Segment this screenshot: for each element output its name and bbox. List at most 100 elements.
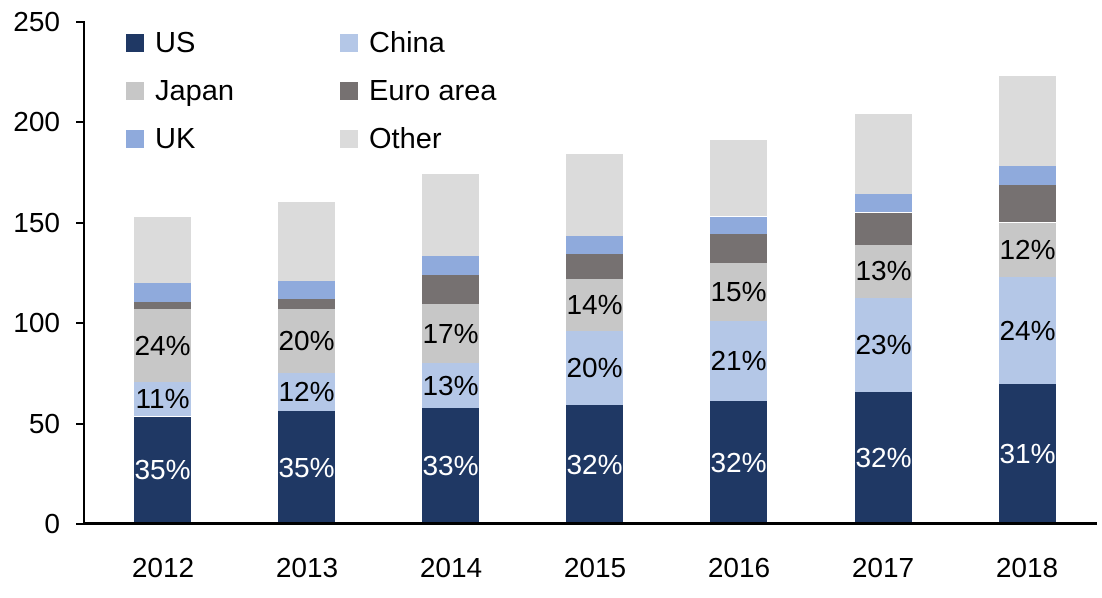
bar-segment-us: 31% [999, 384, 1056, 524]
bar-segment-other [710, 140, 767, 217]
y-tick-label: 250 [13, 6, 60, 37]
bar-segment-euro-area [422, 274, 479, 304]
bar-segment-china: 23% [855, 297, 912, 393]
bar-segment-japan: 20% [278, 308, 335, 374]
segment-value-label: 32% [855, 442, 912, 474]
bar-segment-euro-area [134, 301, 191, 309]
legend-label: Euro area [369, 75, 497, 107]
bar-segment-euro-area [710, 233, 767, 263]
bar-segment-other [422, 174, 479, 256]
bar-segment-euro-area [855, 212, 912, 245]
bar-segment-us: 32% [566, 405, 623, 524]
bar-segment-other [566, 154, 623, 236]
bar-segment-uk [710, 216, 767, 234]
legend-item-other: Other [340, 124, 496, 154]
segment-value-label: 20% [278, 325, 335, 357]
legend-item-us: US [126, 28, 340, 58]
y-tick-label: 0 [44, 508, 60, 539]
bar-segment-japan: 14% [566, 278, 623, 332]
bar-segment-other [134, 216, 191, 283]
bar-segment-china: 20% [566, 331, 623, 406]
y-axis-tick [76, 121, 85, 123]
y-axis-line [83, 21, 85, 525]
y-axis-tick [76, 423, 85, 425]
legend-item-euro-area: Euro area [340, 76, 496, 106]
bar-segment-us: 32% [710, 401, 767, 524]
bar-segment-japan: 17% [422, 303, 479, 364]
legend-swatch-icon [126, 130, 144, 148]
bar-segment-japan: 24% [134, 308, 191, 383]
segment-value-label: 12% [278, 376, 335, 408]
segment-value-label: 17% [422, 317, 479, 349]
segment-value-label: 24% [134, 329, 191, 361]
bar-segment-uk [278, 280, 335, 299]
bar-segment-uk [566, 235, 623, 254]
legend-item-japan: Japan [126, 76, 340, 106]
segment-value-label: 13% [855, 255, 912, 287]
bar-segment-euro-area [278, 298, 335, 309]
x-tick-label-2016: 2016 [707, 552, 771, 583]
segment-value-label: 32% [710, 446, 767, 478]
y-tick-label: 200 [13, 106, 60, 137]
bar-segment-us: 32% [855, 392, 912, 524]
x-tick-label-2012: 2012 [131, 552, 195, 583]
segment-value-label: 33% [422, 450, 479, 482]
segment-value-label: 35% [278, 451, 335, 483]
bar-segment-china: 11% [134, 382, 191, 417]
bar-segment-other [999, 75, 1056, 167]
bar-segment-uk [855, 194, 912, 213]
chart-legend: US China Japan Euro area UK Other [126, 28, 496, 154]
segment-value-label: 14% [566, 288, 623, 320]
legend-label: Other [369, 123, 442, 155]
bar-segment-other [278, 202, 335, 281]
segment-value-label: 15% [710, 275, 767, 307]
legend-swatch-icon [340, 82, 358, 100]
y-tick-label: 50 [28, 408, 60, 439]
x-tick-label-2018: 2018 [995, 552, 1059, 583]
x-tick-label-2015: 2015 [563, 552, 627, 583]
bar-segment-china: 12% [278, 373, 335, 412]
segment-value-label: 24% [999, 314, 1056, 346]
legend-swatch-icon [340, 130, 358, 148]
x-tick-label-2013: 2013 [275, 552, 339, 583]
x-tick-label-2017: 2017 [851, 552, 915, 583]
legend-swatch-icon [126, 34, 144, 52]
legend-item-china: China [340, 28, 496, 58]
bar-segment-uk [422, 255, 479, 275]
bar-segment-japan: 15% [710, 262, 767, 321]
segment-value-label: 21% [710, 345, 767, 377]
segment-value-label: 12% [999, 233, 1056, 265]
bar-segment-us: 35% [278, 411, 335, 524]
bar-segment-china: 24% [999, 276, 1056, 385]
bar-segment-uk [999, 166, 1056, 186]
bar-segment-uk [134, 282, 191, 302]
bar-segment-japan: 12% [999, 222, 1056, 277]
y-axis-tick [76, 322, 85, 324]
bar-segment-china: 13% [422, 363, 479, 409]
x-tick-label-2014: 2014 [419, 552, 483, 583]
bar-segment-euro-area [566, 253, 623, 279]
segment-value-label: 35% [134, 454, 191, 486]
bar-segment-us: 33% [422, 408, 479, 524]
y-tick-label: 150 [13, 207, 60, 238]
bar-segment-other [855, 114, 912, 195]
legend-label: China [369, 27, 445, 59]
y-axis-tick [76, 21, 85, 23]
bar-segment-china: 21% [710, 321, 767, 402]
legend-label: US [155, 27, 196, 59]
segment-value-label: 13% [422, 369, 479, 401]
x-axis-line [83, 522, 1097, 525]
legend-swatch-icon [340, 34, 358, 52]
legend-swatch-icon [126, 82, 144, 100]
y-axis-tick [76, 222, 85, 224]
segment-value-label: 23% [855, 329, 912, 361]
legend-label: Japan [155, 75, 235, 107]
legend-item-uk: UK [126, 124, 340, 154]
segment-value-label: 20% [566, 352, 623, 384]
bar-segment-us: 35% [134, 416, 191, 524]
segment-value-label: 32% [566, 448, 623, 480]
y-tick-label: 100 [13, 307, 60, 338]
legend-label: UK [155, 123, 196, 155]
segment-value-label: 31% [999, 438, 1056, 470]
